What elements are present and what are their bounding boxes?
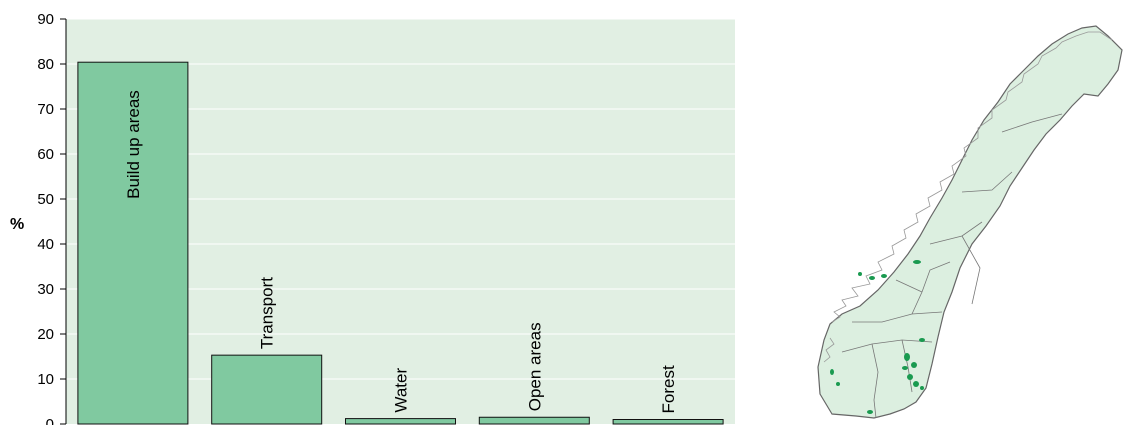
bar-build-up-areas <box>77 61 189 425</box>
y-tick-label: 80 <box>37 56 54 73</box>
y-tick-label: 70 <box>37 101 54 118</box>
bar-label: Water <box>392 368 411 413</box>
bar-forest <box>612 419 724 425</box>
bar-label: Transport <box>258 277 277 349</box>
y-tick-label: 90 <box>37 11 54 28</box>
coastline-detail <box>823 31 1113 363</box>
bar-water <box>345 418 456 425</box>
norway-landmass <box>817 25 1123 419</box>
norway-map <box>817 25 1123 419</box>
bar-chart: 0 10 20 30 40 50 60 70 80 90 Build up areas Transp… <box>10 11 735 425</box>
bar-label: Open areas <box>525 322 544 411</box>
y-tick-label: 50 <box>37 191 54 208</box>
bar-label: Forest <box>659 365 678 413</box>
bar-open-areas <box>478 416 590 425</box>
y-tick-label: 40 <box>37 236 54 253</box>
county-borders <box>841 113 1063 419</box>
y-tick-label: 0 <box>46 416 54 425</box>
y-axis-label: % <box>10 216 24 233</box>
bar-labels: Build up areas Transport Water Open areas Fo… <box>124 90 678 413</box>
y-tick-labels: 0 10 20 30 40 50 60 70 80 90 <box>37 11 54 425</box>
axes <box>60 18 67 425</box>
protected-area-markers <box>830 260 925 414</box>
bar-transport <box>211 354 323 425</box>
bars <box>77 61 724 425</box>
bar-label: Build up areas <box>124 90 143 199</box>
y-tick-label: 60 <box>37 146 54 163</box>
y-tick-label: 30 <box>37 281 54 298</box>
y-tick-label: 10 <box>37 371 54 388</box>
y-tick-label: 20 <box>37 326 54 343</box>
